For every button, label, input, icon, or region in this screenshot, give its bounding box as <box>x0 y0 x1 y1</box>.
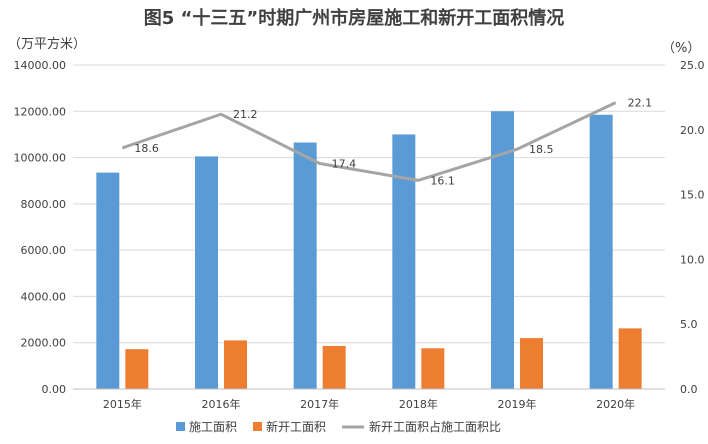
left-tick-label: 14000.00 <box>14 59 67 72</box>
legend-swatch <box>253 422 263 431</box>
bar-new-start <box>224 340 247 389</box>
ratio-data-label: 16.1 <box>430 174 455 187</box>
legend: 施工面积 新开工面积 新开工面积占施工面积比 <box>176 419 501 434</box>
ratio-data-label: 18.6 <box>134 142 159 155</box>
x-tick-label: 2019年 <box>498 397 537 411</box>
bar-construction <box>392 134 416 389</box>
bar-new-start <box>125 349 149 389</box>
bars <box>96 111 642 390</box>
x-tick-label: 2020年 <box>596 397 635 411</box>
x-tick-label: 2017年 <box>300 397 339 411</box>
ratio-line-path <box>121 101 617 182</box>
chart-title: 图5 “十三五”时期广州市房屋施工和新开工面积情况 <box>144 7 564 29</box>
left-axis-unit: （万平方米） <box>8 36 86 52</box>
left-tick-label: 0.00 <box>42 383 67 396</box>
ratio-data-label: 21.2 <box>233 108 258 121</box>
right-tick-label: 15.0 <box>680 189 705 202</box>
ratio-data-label: 22.1 <box>628 97 653 110</box>
bar-construction <box>491 111 514 390</box>
left-tick-label: 8000.00 <box>21 198 67 211</box>
legend-label: 新开工面积 <box>266 419 326 434</box>
legend-label: 施工面积 <box>189 420 237 434</box>
bar-construction <box>589 114 613 389</box>
legend-swatch <box>176 422 185 431</box>
bar-construction <box>96 172 120 389</box>
x-tick-label: 2016年 <box>202 397 241 411</box>
ratio-line: 18.6 21.2 17.4 16.1 18.5 22.1 <box>121 97 653 187</box>
x-axis: 2015年 2016年 2017年 2018年 2019年 2020年 <box>73 388 665 411</box>
right-axis-unit: （%） <box>662 41 700 56</box>
right-tick-label: 25.0 <box>680 59 705 72</box>
bar-new-start <box>322 345 346 389</box>
bar-new-start <box>421 348 445 389</box>
left-tick-label: 10000.00 <box>14 152 67 165</box>
right-tick-label: 20.0 <box>680 124 705 137</box>
right-tick-label: 0.0 <box>680 383 698 396</box>
right-tick-label: 10.0 <box>680 253 705 266</box>
right-axis: 0.0 5.0 10.0 15.0 20.0 25.0 <box>680 59 705 396</box>
right-tick-label: 5.0 <box>680 318 698 331</box>
left-axis: 0.00 2000.00 4000.00 6000.00 8000.00 10000.00… <box>14 59 67 396</box>
bar-construction <box>293 142 317 389</box>
x-tick-label: 2018年 <box>399 397 438 411</box>
legend-label: 新开工面积占施工面积比 <box>369 419 501 434</box>
bar-new-start <box>520 338 543 389</box>
ratio-data-label: 18.5 <box>529 143 554 156</box>
bar-construction <box>195 156 218 389</box>
left-tick-label: 4000.00 <box>21 290 67 303</box>
x-tick-label: 2015年 <box>103 397 142 411</box>
gridlines <box>73 64 665 390</box>
bar-new-start <box>618 328 642 389</box>
left-tick-label: 2000.00 <box>21 337 67 350</box>
left-tick-label: 6000.00 <box>21 244 67 257</box>
ratio-data-label: 17.4 <box>332 157 357 170</box>
left-tick-label: 12000.00 <box>14 105 67 118</box>
